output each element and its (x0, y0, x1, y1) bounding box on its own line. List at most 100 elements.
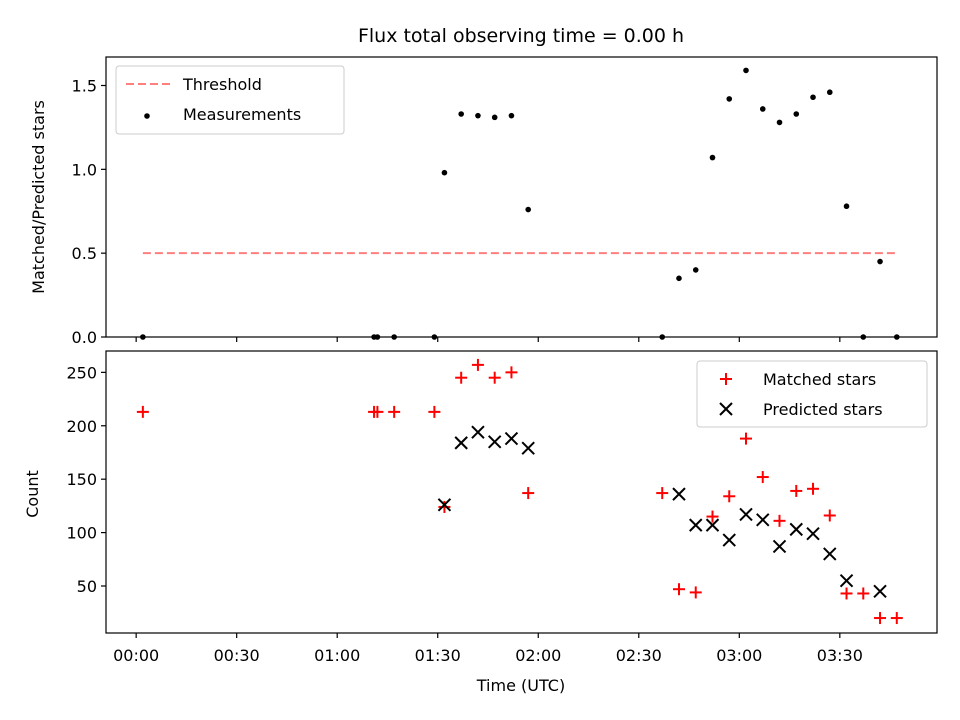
matched-star-point (890, 612, 903, 625)
measurement-point (776, 119, 783, 126)
predicted-star-point (772, 539, 787, 554)
legend-matched-swatch (720, 373, 732, 385)
matched-star-point (740, 432, 753, 445)
x-tick-label: 02:00 (515, 646, 561, 665)
matched-star-point (773, 514, 786, 527)
matched-star-point (723, 490, 736, 503)
measurement-point (441, 169, 448, 176)
predicted-star-point-b (521, 441, 535, 455)
bottom-y-tick-label: 250 (66, 363, 97, 382)
predicted-star-point (672, 487, 686, 501)
measurement-point (759, 106, 766, 112)
predicted-star-point (471, 425, 485, 439)
predicted-star-point-b (756, 513, 770, 527)
measurement-point (726, 96, 733, 102)
matched-star-point (706, 510, 719, 523)
predicted-star-point (487, 435, 502, 449)
x-axis-label: Time (UTC) (476, 676, 565, 695)
predicted-star-point-b (823, 547, 837, 561)
predicted-star-point (521, 441, 535, 455)
x-tick-label: 00:30 (214, 646, 260, 665)
bottom-y-axis-label: Count (23, 470, 42, 518)
top-legend-box (115, 65, 345, 135)
predicted-star-point-b (471, 425, 485, 439)
measurement-point (743, 67, 749, 74)
predicted-star-point-b (722, 533, 736, 547)
predicted-star-point (873, 584, 887, 599)
predicted-star-point-b (504, 431, 519, 446)
matched-star-point (672, 583, 685, 596)
bottom-y-tick-label: 150 (66, 470, 97, 489)
predicted-star-point-b (437, 498, 452, 512)
matched-star-point (807, 482, 820, 495)
matched-star-point (656, 487, 669, 500)
predicted-star-point (454, 436, 468, 450)
legend-measurements-label: Measurements (183, 105, 301, 124)
predicted-star-point-b (739, 507, 753, 522)
predicted-star-point (437, 498, 452, 512)
chart-title: Flux total observing time = 0.00 h (358, 25, 684, 47)
top-y-tick-label: 0.0 (72, 328, 97, 347)
matched-star-point (874, 612, 887, 625)
matched-star-point (505, 366, 518, 379)
bottom-legend-box (696, 360, 928, 428)
predicted-star-point (756, 513, 770, 527)
matched-star-point (857, 587, 870, 600)
measurement-point (508, 112, 515, 119)
matched-star-point (388, 405, 401, 418)
measurement-point (475, 112, 481, 119)
bottom-y-tick-label: 100 (66, 524, 97, 543)
predicted-star-point (806, 526, 820, 541)
predicted-star-point (823, 547, 837, 561)
predicted-star-point-b (672, 487, 686, 501)
predicted-star-point-b (839, 573, 854, 588)
bottom-plot-area (136, 358, 903, 625)
top-y-tick-label: 1.5 (72, 77, 97, 96)
legend-measurements-swatch (144, 113, 150, 119)
bottom-y-tick-label: 200 (66, 417, 97, 436)
predicted-star-point-b (705, 518, 720, 532)
legend-plus-marker (720, 373, 732, 385)
measurement-point (877, 258, 883, 265)
measurement-point (491, 114, 498, 121)
ratio-panel: Flux total observing time = 0.00 h Match… (29, 25, 938, 347)
measurement-point (692, 267, 699, 273)
x-tick-label: 03:30 (817, 646, 863, 665)
legend-matched-label: Matched stars (763, 370, 876, 389)
x-tick-label: 02:30 (616, 646, 662, 665)
legend-predicted-label: Predicted stars (763, 400, 883, 419)
top-y-tick-label: 1.0 (72, 160, 97, 179)
bottom-axis-ticks: 50 100 150 200 250 00:00 00:30 01:00 01:30 02:00 0… (66, 363, 862, 665)
matched-star-point (455, 371, 468, 384)
x-tick-label: 01:30 (415, 646, 461, 665)
predicted-star-point (722, 533, 736, 547)
count-panel: Count Time (UTC) 50 100 150 200 250 00:00 00:3… (23, 350, 938, 695)
predicted-star-point-b (806, 526, 820, 541)
bottom-y-tick-label: 50 (77, 577, 97, 596)
top-legend: Threshold Measurements (115, 65, 345, 135)
predicted-star-point-b (789, 522, 803, 537)
x-tick-label: 01:00 (314, 646, 360, 665)
legend-cross-marker-b (719, 402, 733, 416)
measurement-point (709, 154, 716, 161)
measurement-point (525, 206, 532, 213)
matched-star-point (790, 484, 803, 497)
top-y-axis-label: Matched/Predicted stars (29, 100, 48, 294)
measurement-point (826, 89, 833, 96)
matched-star-point (136, 405, 149, 418)
measurement-point (793, 111, 800, 117)
x-tick-label: 03:00 (716, 646, 762, 665)
top-plot-area (140, 67, 900, 340)
matched-star-point (488, 371, 501, 384)
legend-threshold-label: Threshold (182, 75, 262, 94)
predicted-star-point (739, 507, 753, 522)
predicted-star-point-b (689, 518, 703, 532)
top-axis-ticks: 0.0 0.5 1.0 1.5 (72, 77, 841, 347)
matched-star-point (756, 471, 769, 484)
legend-predicted-swatch (719, 402, 733, 416)
matched-star-point (438, 500, 451, 513)
predicted-star-point (705, 518, 720, 532)
predicted-star-point-b (772, 539, 787, 554)
matched-star-point (471, 358, 484, 371)
